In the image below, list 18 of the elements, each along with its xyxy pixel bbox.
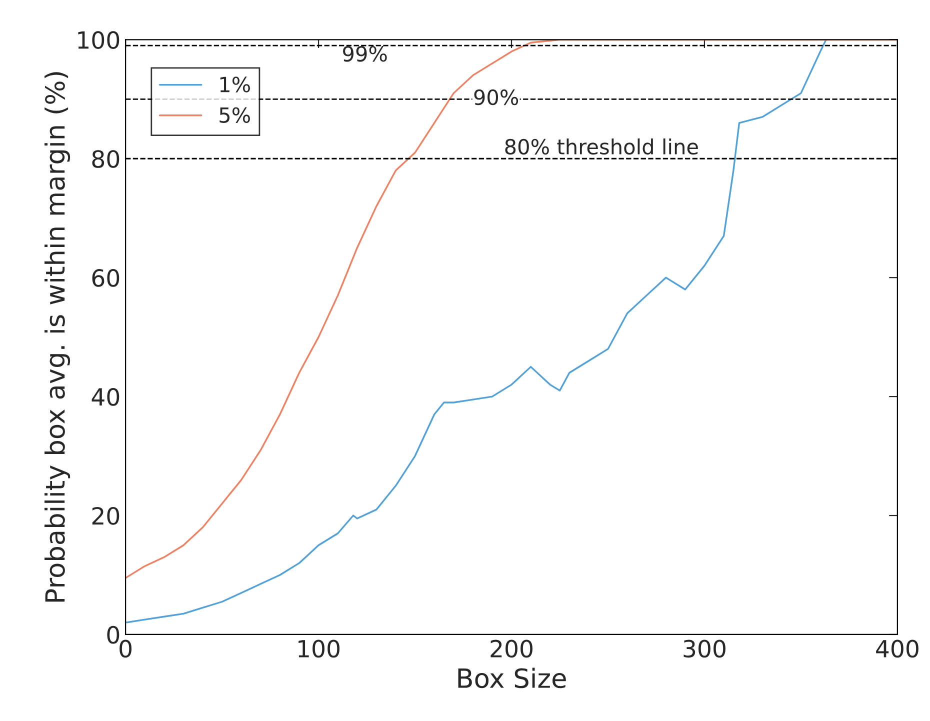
y-tick-label: 60	[92, 269, 120, 287]
y-tick-label: 20	[92, 506, 120, 525]
y-axis-title: Probability box avg. is within margin (%)	[44, 72, 70, 602]
y-tick-label: 40	[92, 388, 120, 406]
x-tick-label: 400	[876, 640, 918, 658]
legend-label: 5%	[220, 107, 250, 123]
y-tick-label: 100	[78, 31, 120, 49]
x-axis-title: Box Size	[458, 668, 566, 688]
ref-line-label: 80% threshold line	[505, 138, 698, 155]
x-tick-label: 0	[120, 640, 132, 658]
ref-line-label: 90%	[474, 89, 518, 106]
x-tick-label: 200	[490, 640, 532, 658]
x-tick-label: 300	[684, 640, 726, 658]
y-tick-label: 0	[107, 626, 120, 644]
legend-label: 1%	[220, 76, 250, 92]
y-tick-label: 80	[92, 150, 120, 168]
ref-line-label: 99%	[342, 46, 387, 62]
x-tick-label: 100	[298, 640, 340, 658]
